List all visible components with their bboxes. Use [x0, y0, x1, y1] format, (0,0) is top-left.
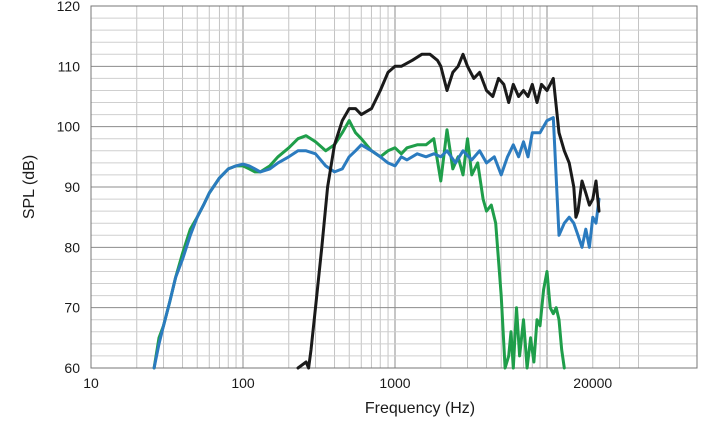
y-tick-label: 70: [64, 300, 80, 316]
grid: [91, 6, 697, 368]
plot-frame: [90, 5, 698, 369]
x-axis-label: Frequency (Hz): [365, 400, 475, 417]
y-axis-label: SPL (dB): [21, 155, 38, 219]
y-tick-label: 110: [58, 58, 81, 74]
x-tick-labels: 10 100 1000 20000: [83, 375, 612, 391]
series-line-1: [152, 116, 601, 370]
y-tick-label: 100: [57, 119, 81, 135]
x-tick-label: 1000: [379, 375, 410, 391]
y-tick-label: 60: [64, 360, 80, 376]
x-tick-label: 10: [83, 375, 99, 391]
series-line-0: [296, 52, 601, 370]
y-tick-label: 90: [64, 179, 80, 195]
series-line-2: [152, 119, 566, 370]
y-tick-label: 80: [64, 239, 80, 255]
x-tick-label: 20000: [573, 375, 612, 391]
x-tick-label: 100: [231, 375, 255, 391]
y-tick-labels: 60 70 80 90 100 110 120: [57, 0, 81, 376]
series-group: [152, 52, 601, 370]
y-tick-label: 120: [57, 0, 81, 14]
